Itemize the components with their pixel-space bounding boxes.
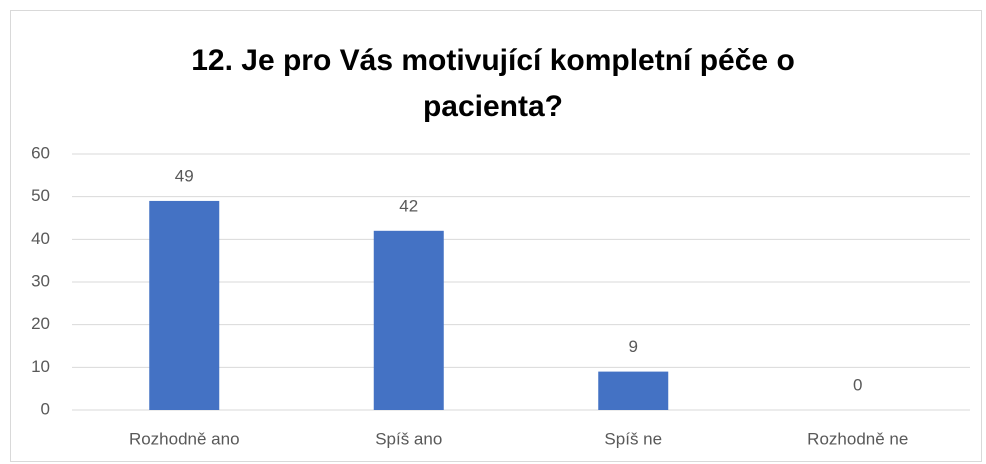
x-tick-label: Rozhodně ano — [129, 429, 240, 448]
bar — [149, 200, 220, 410]
bar — [373, 230, 444, 410]
y-tick-label: 10 — [31, 357, 50, 376]
data-label: 0 — [853, 375, 862, 394]
y-tick-label: 0 — [41, 399, 50, 418]
bar — [598, 371, 669, 410]
x-tick-label: Rozhodně ne — [807, 429, 908, 448]
data-label: 49 — [175, 166, 194, 185]
x-tick-label: Spíš ne — [604, 429, 662, 448]
chart-title: 12. Je pro Vás motivující kompletní péče… — [191, 44, 795, 123]
y-tick-label: 20 — [31, 314, 50, 333]
y-tick-label: 50 — [31, 186, 50, 205]
y-tick-label: 40 — [31, 229, 50, 248]
data-label: 9 — [629, 337, 638, 356]
y-tick-label: 60 — [31, 143, 50, 162]
y-tick-label: 30 — [31, 271, 50, 290]
data-label: 42 — [399, 196, 418, 215]
x-tick-label: Spíš ano — [375, 429, 442, 448]
